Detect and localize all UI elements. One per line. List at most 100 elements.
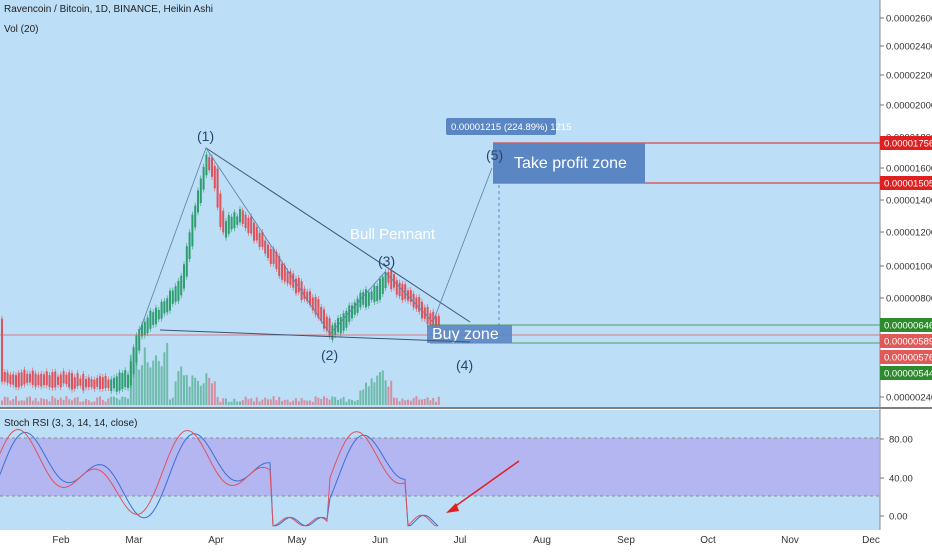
volume-bar: [71, 400, 73, 405]
volume-bar: [174, 381, 177, 405]
volume-bar: [141, 365, 143, 405]
candle-body: [29, 373, 31, 383]
volume-bar: [345, 401, 348, 405]
volume-bar: [211, 383, 213, 405]
volume-bar: [135, 354, 138, 405]
volume-bar: [76, 397, 79, 405]
candle-body: [138, 328, 141, 351]
stoch-d-line: [0, 428, 439, 527]
candle-body: [90, 379, 93, 388]
candle-body: [342, 313, 345, 331]
volume-bar: [15, 396, 17, 405]
candle-body: [208, 157, 211, 171]
candle-body: [264, 240, 267, 254]
date-tick-label: Sep: [617, 535, 635, 546]
volume-bar: [99, 396, 101, 405]
volume-bar: [149, 367, 152, 405]
price-tag-label: 0.00000544: [884, 369, 932, 380]
price-tag-label: 0.00001756: [884, 139, 932, 150]
price-tag-bg: [880, 318, 932, 332]
volume-bar: [152, 360, 155, 405]
candle-body: [48, 375, 51, 388]
volume-bar: [85, 399, 87, 405]
volume-bar: [169, 399, 171, 405]
volume-bar: [82, 401, 85, 405]
date-tick-label: Dec: [862, 535, 880, 546]
volume-bar: [255, 397, 258, 405]
volume-bar: [393, 397, 395, 405]
volume-bar: [216, 396, 219, 405]
candle-body: [160, 301, 163, 319]
volume-bar: [328, 399, 331, 405]
volume-bar: [421, 399, 423, 405]
candle-body: [303, 288, 306, 299]
volume-bar: [1, 400, 3, 405]
candle-body: [267, 244, 269, 258]
volume-bar: [107, 398, 110, 405]
price-axis-bg: [880, 0, 932, 530]
volume-bar: [303, 400, 306, 405]
volume-bar: [295, 398, 297, 405]
volume-bar: [160, 366, 163, 405]
candle-body: [183, 264, 185, 289]
volume-bar: [87, 400, 90, 405]
date-tick-label: Mar: [125, 535, 143, 546]
volume-bar: [177, 371, 180, 405]
candle-body: [236, 216, 239, 225]
date-axis-bg: [0, 530, 932, 550]
volume-bar: [54, 398, 57, 405]
candle-body: [43, 374, 45, 386]
candle-body: [129, 361, 132, 386]
volume-bar: [264, 397, 267, 405]
pattern-label: Bull Pennant: [350, 226, 436, 243]
wave-1-label: (1): [197, 128, 214, 144]
candle-body: [404, 284, 407, 300]
volume-bar: [166, 342, 169, 405]
volume-bar: [219, 401, 222, 405]
stoch-title: Stoch RSI (3, 3, 14, 14, close): [4, 418, 138, 429]
candle-body: [177, 281, 180, 302]
red-arrow-shaft: [449, 460, 520, 511]
volume-bar: [289, 401, 292, 405]
date-tick-label: Jun: [372, 535, 388, 546]
candle-body: [113, 377, 115, 389]
volume-bar: [113, 396, 115, 405]
candle-body: [169, 290, 171, 311]
candle-body: [300, 281, 303, 300]
volume-bar: [320, 398, 323, 405]
candle-body: [199, 178, 202, 204]
wave-3-label: (3): [378, 253, 395, 269]
volume-bar: [62, 399, 65, 405]
candle-body: [12, 374, 15, 385]
date-tick-label: Oct: [700, 535, 716, 546]
take-profit-zone: [493, 143, 645, 183]
volume-bar: [437, 396, 440, 405]
pennant-upper-line: [205, 147, 471, 323]
candle-body: [59, 374, 62, 388]
date-tick-label: Nov: [781, 535, 799, 546]
candle-body: [370, 291, 373, 300]
volume-bar: [208, 377, 211, 405]
candle-body: [381, 276, 384, 294]
price-tag-bg: [880, 136, 932, 150]
candle-body: [306, 291, 309, 302]
volume-bar: [205, 373, 208, 405]
candle-body: [79, 378, 82, 386]
candle-body: [233, 212, 236, 229]
volume-bar: [155, 355, 157, 405]
volume-bar: [26, 397, 29, 405]
volume-bar: [110, 396, 113, 405]
candle-body: [23, 369, 26, 385]
candle-body: [289, 271, 292, 285]
candle-body: [418, 297, 421, 312]
wave-2-label: (2): [321, 347, 338, 363]
volume-bar: [412, 398, 415, 405]
candle-body: [331, 325, 334, 340]
candle-body: [367, 292, 370, 306]
volume-bar: [339, 398, 342, 405]
candle-body: [365, 289, 367, 308]
candle-body: [211, 157, 213, 177]
candle-body: [104, 375, 107, 389]
main-panel-bg: [0, 0, 880, 407]
